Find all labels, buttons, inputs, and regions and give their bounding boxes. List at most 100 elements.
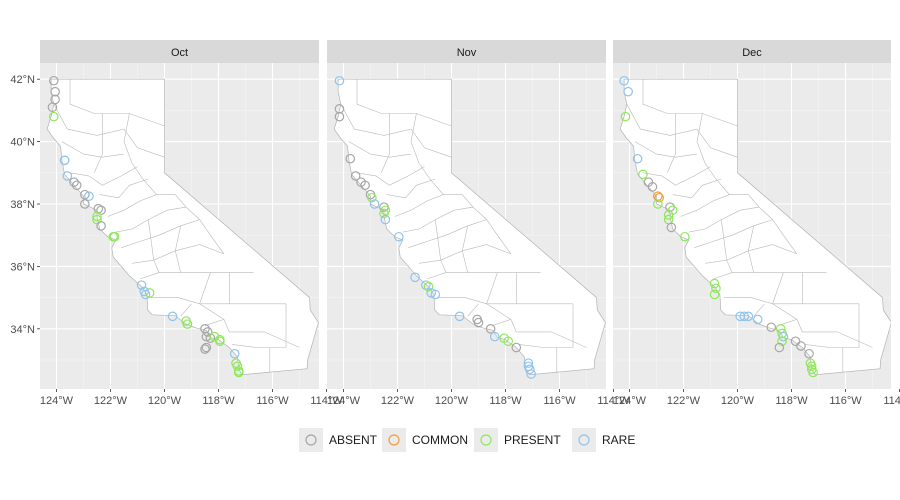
point-absent — [360, 180, 370, 191]
legend-item-common: COMMON — [382, 428, 468, 452]
point-present — [423, 281, 434, 292]
x-tick-label: 114°W — [310, 395, 343, 407]
point-present — [620, 111, 631, 122]
point-rare — [167, 311, 178, 322]
point-rare — [739, 311, 750, 322]
point-common — [654, 192, 664, 203]
county-line — [634, 141, 698, 158]
county-boundaries — [626, 79, 873, 373]
x-tick-label: 122°W — [667, 395, 701, 407]
point-rare — [62, 171, 73, 181]
point-rare — [59, 155, 70, 166]
county-line — [356, 166, 425, 186]
point-present — [233, 367, 244, 378]
county-line — [180, 303, 192, 317]
y-tick-label: 38°N — [10, 199, 35, 211]
point-rare — [334, 75, 345, 86]
county-line — [94, 113, 103, 173]
point-rare — [394, 231, 404, 242]
legend-key-background — [474, 428, 498, 452]
point-rare — [526, 369, 536, 379]
point-absent — [766, 322, 777, 333]
county-line — [69, 79, 165, 127]
observation-points — [619, 75, 818, 378]
point-present — [109, 231, 120, 242]
x-tick-label: 118°W — [775, 395, 808, 407]
point-present — [232, 361, 243, 372]
county-line — [694, 219, 773, 248]
point-rare — [623, 86, 633, 97]
county-line — [123, 113, 157, 195]
county-line — [462, 194, 512, 255]
county-line — [435, 219, 447, 273]
point-rare — [632, 153, 643, 164]
x-tick-label: 120°W — [435, 395, 469, 407]
point-absent — [47, 102, 58, 113]
point-absent — [50, 86, 60, 97]
x-tick-label: 120°W — [721, 395, 755, 407]
county-line — [642, 166, 711, 186]
county-line — [148, 219, 160, 273]
county-line — [348, 141, 412, 158]
county-line — [680, 194, 749, 217]
county-line — [642, 79, 738, 127]
county-line — [356, 79, 452, 127]
facet-strip — [327, 40, 606, 63]
point-rare — [421, 280, 431, 290]
point-present — [653, 199, 663, 209]
point-absent — [80, 189, 90, 200]
county-line — [467, 303, 479, 317]
x-tick-label: 114°W — [597, 395, 630, 407]
x-tick-label: 122°W — [381, 395, 415, 407]
point-rare — [229, 348, 240, 359]
observation-points — [47, 75, 244, 378]
legend-key-symbol — [305, 434, 317, 446]
x-tick-label: 116°W — [256, 395, 289, 407]
county-line — [721, 219, 733, 273]
x-tick-label: 124°W — [327, 395, 361, 407]
facet-strip-label: Dec — [742, 47, 762, 59]
county-line — [667, 113, 676, 173]
county-line — [386, 178, 436, 199]
point-absent — [350, 171, 361, 181]
x-tick-label: 124°W — [40, 395, 74, 407]
facet-strip-label: Oct — [171, 47, 188, 59]
point-absent — [71, 180, 82, 191]
county-line — [672, 178, 722, 199]
county-line — [99, 178, 149, 199]
legend: ABSENT COMMON PRESENT RARE — [299, 428, 635, 452]
point-rare — [410, 272, 420, 283]
facet-strip — [40, 40, 319, 63]
point-present — [711, 283, 721, 294]
legend-label: COMMON — [412, 433, 468, 447]
point-absent — [69, 177, 79, 187]
point-rare — [430, 289, 441, 300]
county-line — [53, 104, 165, 158]
y-tick-label: 40°N — [10, 137, 35, 149]
panel-plot-area — [613, 63, 891, 389]
x-tick-label: 118°W — [202, 395, 235, 407]
county-line — [696, 113, 730, 195]
point-absent — [473, 317, 484, 328]
county-line — [340, 104, 452, 158]
point-absent — [80, 199, 90, 209]
point-rare — [743, 311, 754, 322]
point-rare — [454, 311, 465, 322]
point-absent — [202, 327, 213, 337]
county-line — [748, 194, 798, 255]
point-rare — [619, 75, 629, 86]
county-line — [772, 272, 798, 320]
panels-layer: Oct Nov Dec — [40, 40, 891, 389]
point-present — [367, 192, 377, 203]
point-present — [709, 289, 720, 300]
point-rare — [524, 364, 535, 375]
point-rare — [426, 288, 437, 298]
facet-strip — [613, 40, 891, 63]
county-line — [518, 344, 573, 348]
point-absent — [804, 348, 814, 359]
county-line — [486, 272, 512, 320]
x-tick-label: 116°W — [543, 395, 576, 407]
county-line — [491, 319, 587, 348]
legend-item-present: PRESENT — [474, 428, 561, 452]
